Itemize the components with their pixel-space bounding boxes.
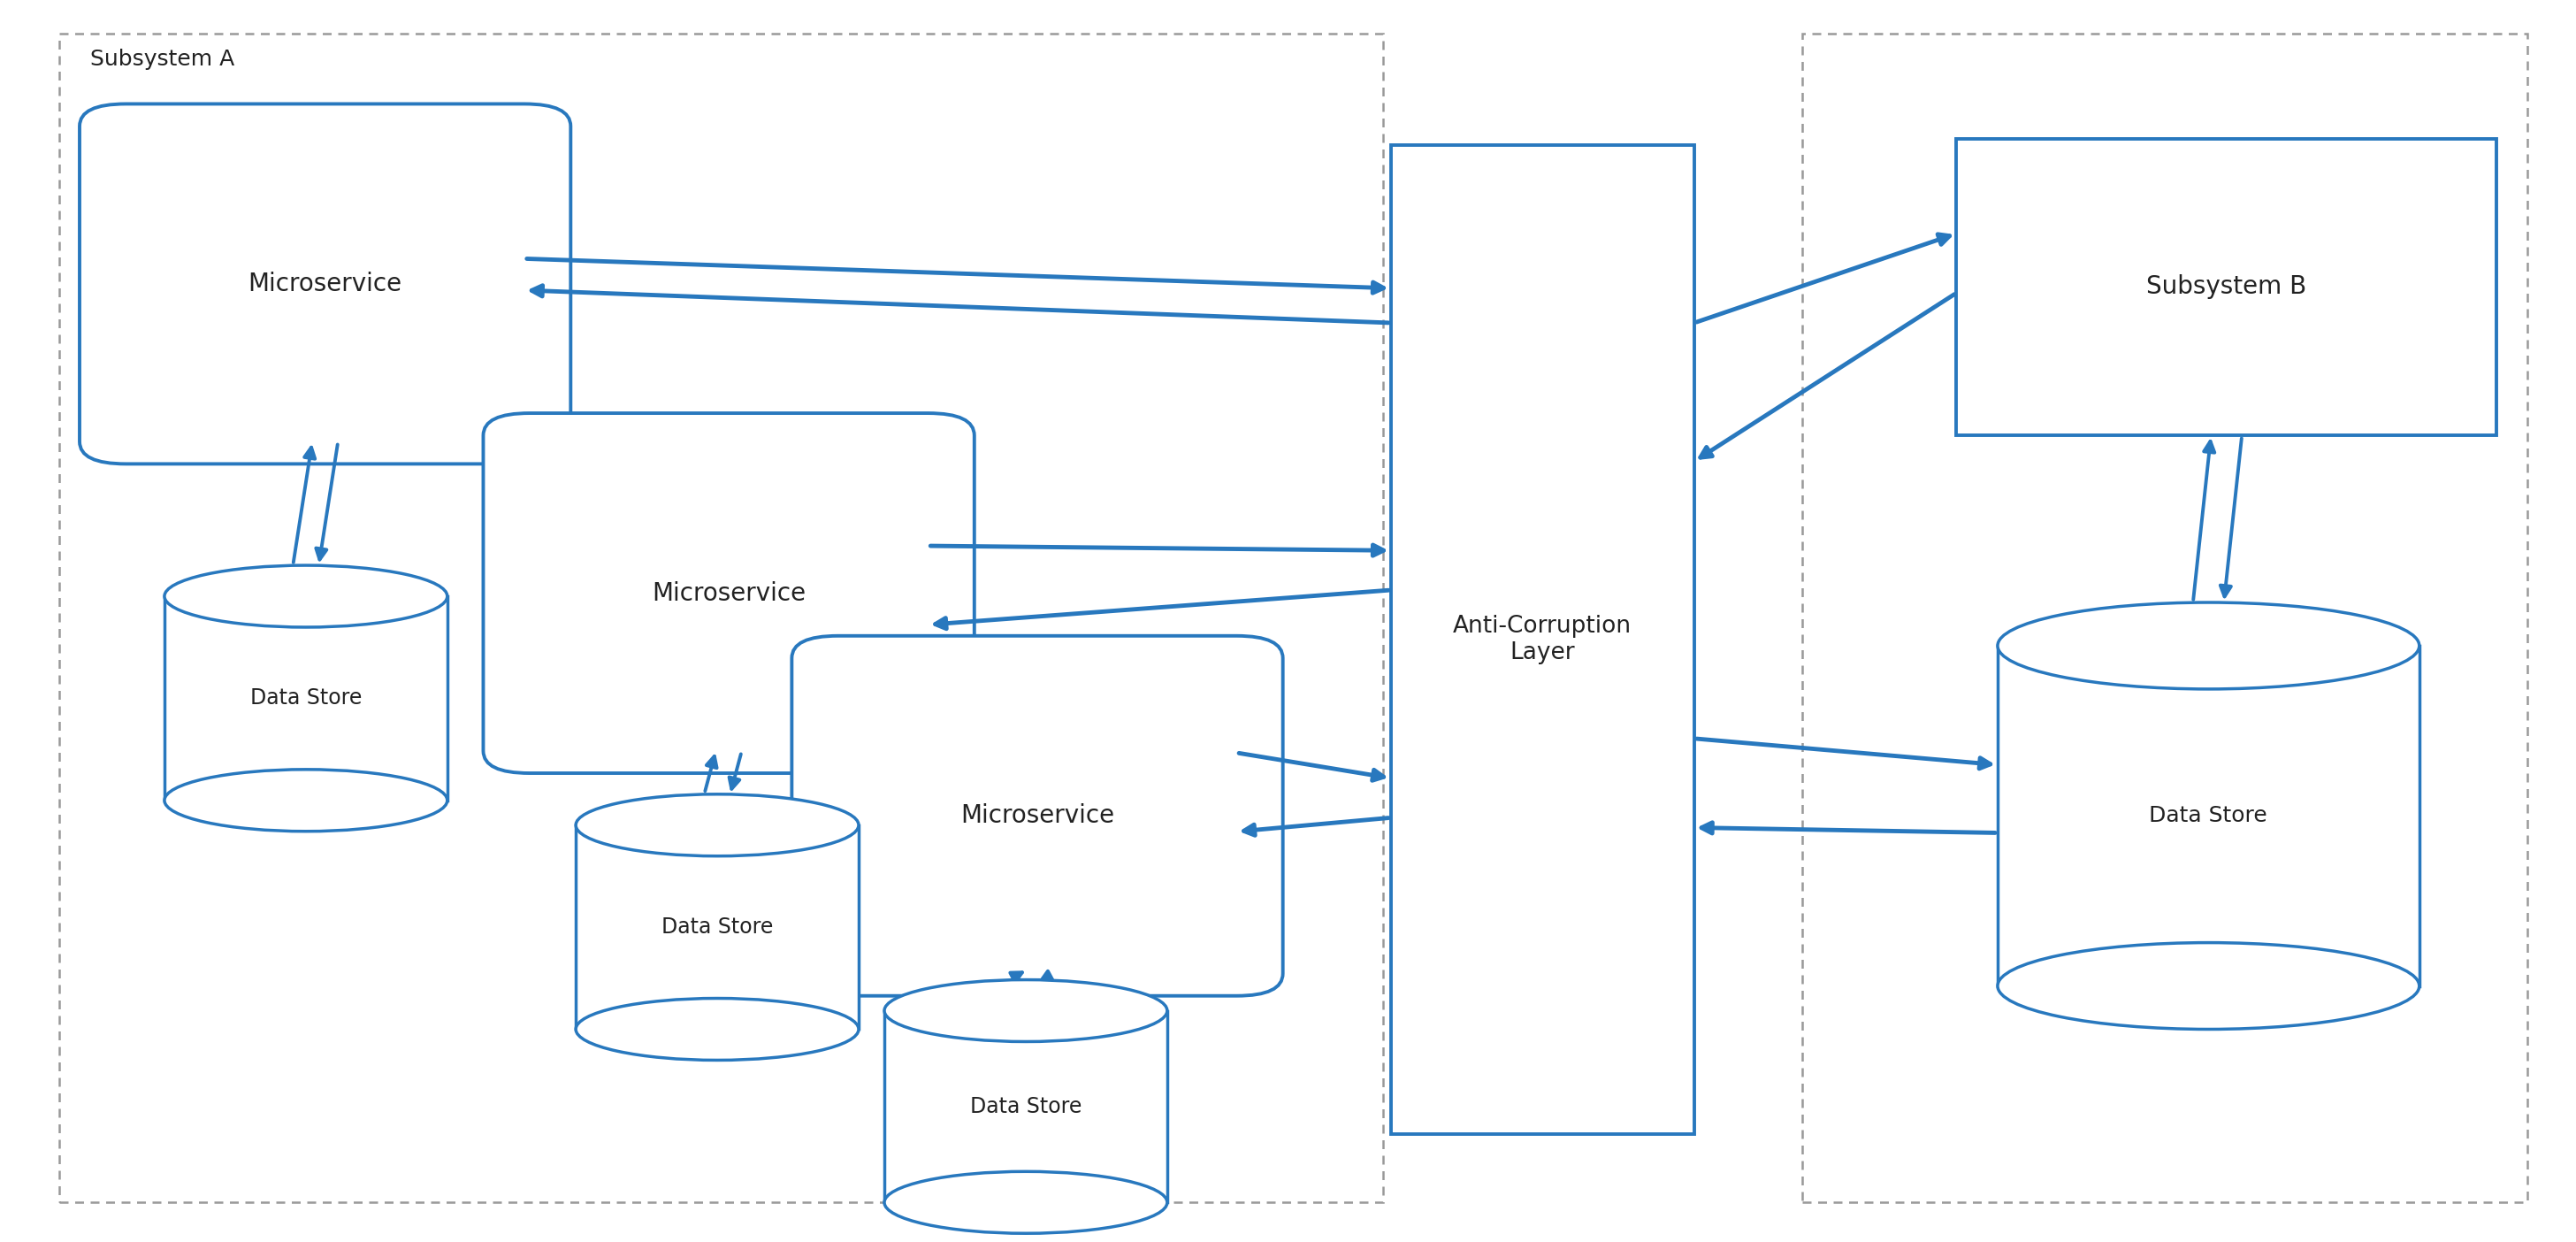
Text: Data Store: Data Store [971, 1095, 1082, 1117]
Ellipse shape [577, 999, 858, 1061]
Text: Microservice: Microservice [961, 804, 1115, 828]
Ellipse shape [165, 770, 448, 831]
Ellipse shape [884, 1171, 1167, 1233]
Text: Microservice: Microservice [652, 581, 806, 606]
Text: Microservice: Microservice [247, 272, 402, 297]
Bar [1803, 34, 2527, 1202]
Bar [577, 825, 858, 1030]
FancyBboxPatch shape [791, 636, 1283, 996]
Bar [1391, 145, 1695, 1134]
Text: Subsystem B: Subsystem B [2146, 274, 2306, 299]
FancyBboxPatch shape [80, 104, 572, 465]
Bar [884, 1011, 1167, 1202]
Ellipse shape [1996, 943, 2419, 1030]
Ellipse shape [884, 980, 1167, 1042]
Ellipse shape [165, 565, 448, 627]
Text: Subsystem A: Subsystem A [90, 48, 234, 70]
Bar [165, 596, 448, 800]
Bar [1996, 646, 2419, 986]
Text: Anti-Corruption
Layer: Anti-Corruption Layer [1453, 615, 1633, 664]
Bar [1958, 139, 2496, 436]
Bar [59, 34, 1383, 1202]
Text: Data Store: Data Store [250, 688, 361, 709]
Text: Data Store: Data Store [2148, 805, 2267, 826]
Text: Data Store: Data Store [662, 917, 773, 938]
Ellipse shape [577, 794, 858, 856]
FancyBboxPatch shape [484, 414, 974, 774]
Ellipse shape [1996, 602, 2419, 689]
